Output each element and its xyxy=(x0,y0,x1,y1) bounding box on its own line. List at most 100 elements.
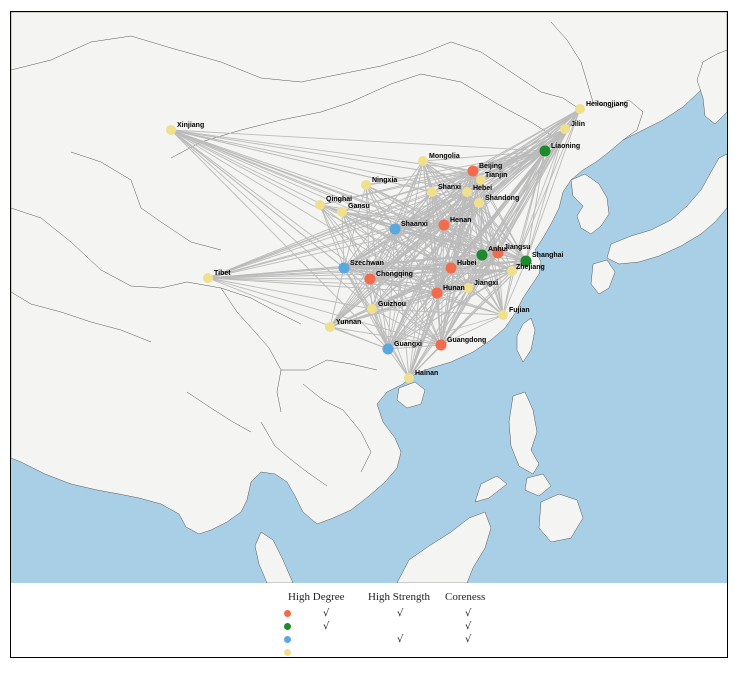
node-shaanxi xyxy=(389,223,401,235)
edge-tianjin-guangdong xyxy=(440,179,482,346)
edge-shanxi-shaanxi xyxy=(394,191,433,230)
edge-xinjiang-guizhou xyxy=(170,129,373,310)
edge-yunnan-shanxi xyxy=(329,191,433,328)
edge-shaanxi-chongqing xyxy=(369,228,396,280)
edge-xinjiang-hebei xyxy=(170,129,468,193)
node-jilin xyxy=(560,124,570,134)
edge-qinghai-guangxi xyxy=(319,204,389,350)
edge-xinjiang-shanxi xyxy=(170,129,433,193)
label-jiangxi: Jiangxi xyxy=(474,280,498,287)
edge-anhui-guangxi xyxy=(387,254,483,350)
legend-check: √ xyxy=(397,608,404,619)
land-taiwan xyxy=(516,317,536,363)
node-liaoning xyxy=(539,145,551,157)
edge-henan-anhui xyxy=(443,224,483,256)
edge-yunnan-shaanxi xyxy=(329,228,396,328)
node-anhui xyxy=(476,249,488,261)
legend-dot-coreness-only xyxy=(284,636,291,643)
edge-tibet-jiangxi xyxy=(207,277,469,289)
edge-mongolia-hebei xyxy=(422,160,468,193)
label-beijing: Beijing xyxy=(479,163,502,170)
label-qinghai: Qinghai xyxy=(326,196,352,203)
label-shandong: Shandong xyxy=(485,195,519,202)
node-guizhou xyxy=(367,304,377,314)
legend-header-high-strength: High Strength xyxy=(368,591,431,603)
land-japan-honshu xyxy=(606,153,727,265)
edge-tibet-shanxi xyxy=(207,191,433,279)
node-yunnan xyxy=(325,322,335,332)
node-heilongjiang xyxy=(575,104,585,114)
edge-fujian-jiangsu xyxy=(497,252,504,316)
label-ningxia: Ningxia xyxy=(372,177,397,184)
edge-zhejiang-beijing xyxy=(472,170,513,272)
edge-xinjiang-liaoning xyxy=(170,129,546,152)
edge-fujian-anhui xyxy=(481,254,504,316)
edge-hubei-guangxi xyxy=(387,267,452,350)
edge-shaanxi-szechwan xyxy=(343,228,396,269)
edge-hebei-guangxi xyxy=(387,191,468,350)
edge-heilongjiang-zhejiang xyxy=(511,108,581,272)
label-guangxi: Guangxi xyxy=(394,341,422,348)
node-henan xyxy=(438,219,450,231)
edge-jilin-shanxi xyxy=(431,128,566,193)
node-hubei xyxy=(445,262,457,274)
label-yunnan: Yunnan xyxy=(336,319,361,326)
edge-hainan-guangxi xyxy=(387,348,410,379)
land-luzon xyxy=(508,391,540,475)
edge-ningxia-chongqing xyxy=(365,184,371,280)
edge-heilongjiang-chongqing xyxy=(369,108,581,280)
label-guizhou: Guizhou xyxy=(378,301,406,308)
edge-mongolia-guizhou xyxy=(371,160,424,310)
edge-guizhou-shanghai xyxy=(371,260,527,310)
edge-hainan-guizhou xyxy=(371,308,410,379)
edge-xinjiang-chongqing xyxy=(170,129,371,280)
land-korea xyxy=(570,173,610,235)
edge-heilongjiang-hebei xyxy=(466,108,581,193)
land-japan-kyushu xyxy=(590,259,616,295)
edge-hainan-jiangxi xyxy=(408,287,469,379)
legend-check: √ xyxy=(397,634,404,645)
legend-dot-high-strength xyxy=(284,623,291,630)
label-xinjiang: Xinjiang xyxy=(177,122,204,129)
edge-hainan-jiangsu xyxy=(408,252,499,379)
edge-guizhou-henan xyxy=(371,224,445,310)
node-guangxi xyxy=(382,343,394,355)
edge-qinghai-guangdong xyxy=(319,204,442,346)
land-borneo xyxy=(396,511,492,583)
edge-ningxia-shaanxi xyxy=(365,184,396,230)
edge-tibet-guizhou xyxy=(207,277,373,310)
node-qinghai xyxy=(315,200,325,210)
edge-guizhou-hunan xyxy=(371,292,438,310)
label-shaanxi: Shaanxi xyxy=(401,221,428,228)
edge-shaanxi-anhui xyxy=(394,228,483,256)
edge-xinjiang-hubei xyxy=(170,129,452,269)
edge-hainan-henan xyxy=(408,224,445,379)
edge-hebei-szechwan xyxy=(343,191,468,269)
edge-fujian-jiangxi xyxy=(467,287,504,316)
node-zhejiang xyxy=(507,266,517,276)
node-chongqing xyxy=(364,273,376,285)
edge-shanxi-shanghai xyxy=(431,191,527,262)
edge-heilongjiang-guangdong xyxy=(440,108,581,346)
label-chongqing: Chongqing xyxy=(376,271,413,278)
edge-fujian-hubei xyxy=(450,267,504,316)
legend-check: √ xyxy=(465,608,472,619)
edge-xinjiang-guangxi xyxy=(170,129,389,350)
node-shanghai xyxy=(520,255,532,267)
label-jiangsu: Jiangsu xyxy=(504,244,530,251)
label-henan: Henan xyxy=(450,217,471,224)
edge-hainan-shandong xyxy=(408,202,480,379)
node-jiangsu xyxy=(492,247,504,259)
edge-gansu-henan xyxy=(341,211,445,226)
edge-xinjiang-zhejiang xyxy=(170,129,513,272)
edge-jilin-shandong xyxy=(478,128,566,204)
edge-hubei-guangdong xyxy=(440,267,452,346)
edge-jilin-zhejiang xyxy=(511,128,566,272)
edge-ningxia-szechwan xyxy=(343,184,367,269)
legend-header-coreness: Coreness xyxy=(445,591,486,603)
edge-shanxi-henan xyxy=(431,191,445,226)
node-hunan xyxy=(431,287,443,299)
edge-jiangsu-guangdong xyxy=(440,252,499,346)
node-mongolia xyxy=(418,156,428,166)
